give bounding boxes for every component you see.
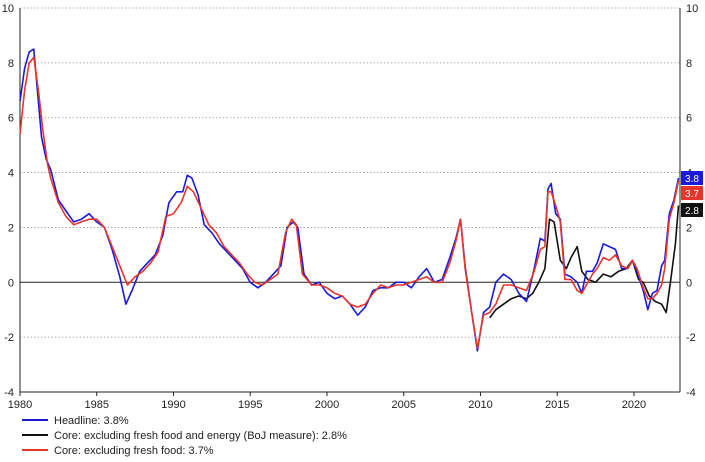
x-tick-label: 2010 xyxy=(468,399,492,411)
y-tick-label: 0 xyxy=(8,277,14,289)
end-value-badge xyxy=(681,186,703,200)
x-tick-label: 1985 xyxy=(85,399,109,411)
x-tick-label: 2020 xyxy=(622,399,646,411)
y-tick-label: 2 xyxy=(8,222,14,234)
end-value-badge xyxy=(681,171,703,185)
series-lines xyxy=(19,48,680,352)
x-axis: 1980 1985 1990 1995 2000 2005 2010 2015 2020 xyxy=(8,391,680,411)
y-tick-label: -4 xyxy=(686,387,696,399)
legend-label: Headline: 3.8% xyxy=(54,415,129,427)
x-tick-label: 2005 xyxy=(391,399,415,411)
legend-label: Core: excluding fresh food and energy (B… xyxy=(54,430,347,442)
y-tick-label: 4 xyxy=(8,168,14,180)
y-tick-label: 6 xyxy=(8,113,14,125)
y-tick-label: -2 xyxy=(686,332,696,344)
x-tick-label: 2015 xyxy=(545,399,569,411)
end-value-text: 3.8 xyxy=(685,174,699,185)
y-tick-label: 8 xyxy=(8,58,14,70)
legend-label: Core: excluding fresh food: 3.7% xyxy=(54,445,214,457)
y-tick-label: 10 xyxy=(686,3,698,15)
y-tick-label: -4 xyxy=(4,387,14,399)
x-tick-label: 1980 xyxy=(8,399,32,411)
end-value-text: 3.7 xyxy=(685,189,699,200)
y-tick-label: 2 xyxy=(686,222,692,234)
y-axis-left: -4 -2 0 2 4 6 8 10 xyxy=(2,3,21,399)
series-line xyxy=(19,48,680,352)
legend: Headline: 3.8% Core: excluding fresh food… xyxy=(22,415,347,457)
y-tick-label: 0 xyxy=(686,277,692,289)
y-tick-label: 8 xyxy=(686,58,692,70)
y-tick-label: 6 xyxy=(686,113,692,125)
end-value-text: 2.8 xyxy=(685,206,699,217)
series-line xyxy=(19,56,680,349)
y-tick-label: 10 xyxy=(2,3,14,15)
y-tick-label: -2 xyxy=(4,332,14,344)
x-tick-label: 1990 xyxy=(161,399,185,411)
x-tick-label: 1995 xyxy=(238,399,262,411)
end-value-labels: 3.8 3.7 2.8 xyxy=(681,171,703,217)
x-tick-label: 2000 xyxy=(315,399,339,411)
gridlines xyxy=(20,7,680,338)
end-value-badge xyxy=(681,203,703,217)
